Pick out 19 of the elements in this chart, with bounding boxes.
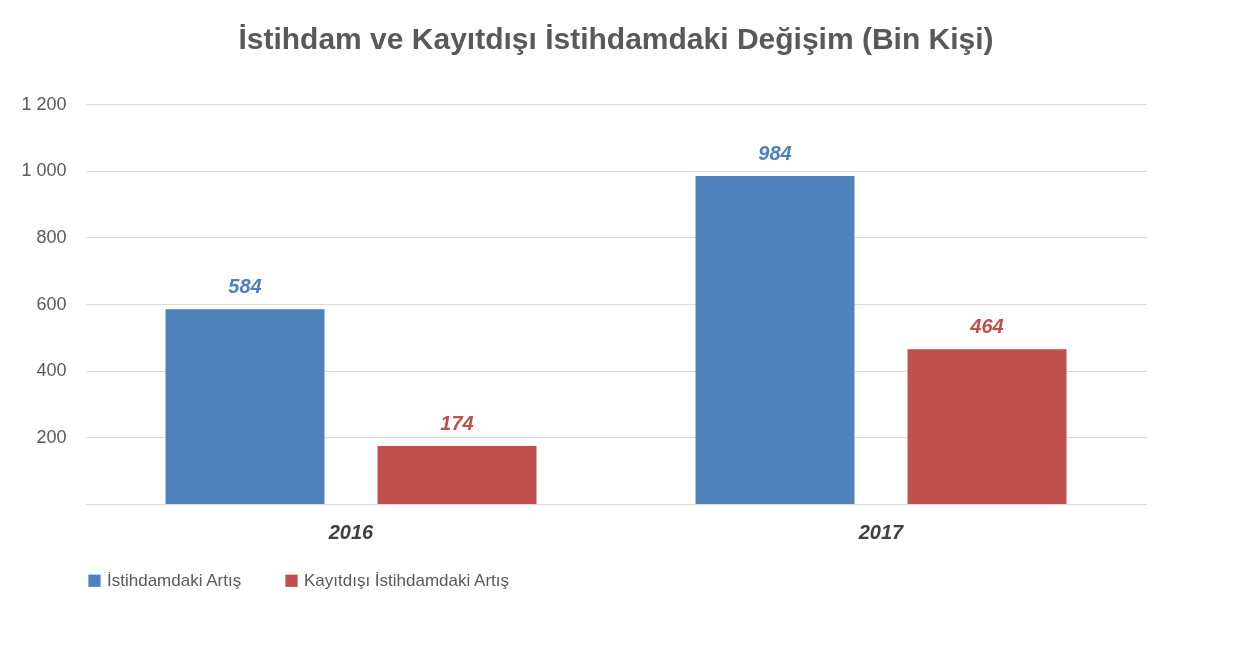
data-label: 174 <box>440 412 474 434</box>
legend-label: İstihdamdaki Artış <box>107 570 242 590</box>
y-tick-label: 1 000 <box>21 160 67 181</box>
bar <box>165 309 325 504</box>
data-label: 464 <box>969 315 1004 338</box>
legend-label: Kayıtdışı İstihdamdaki Artış <box>304 570 510 590</box>
chart-title: İstihdam ve Kayıtdışı İstihdamdaki Değişim (Bin Kişi) <box>238 22 994 55</box>
data-label: 584 <box>228 275 262 298</box>
y-tick-label: 1 200 <box>21 93 67 114</box>
bar <box>377 446 537 504</box>
y-tick-label: 800 <box>36 226 67 247</box>
x-tick-label: 2016 <box>327 520 375 543</box>
y-tick-label: 200 <box>36 426 67 447</box>
x-tick-label: 2017 <box>857 520 905 543</box>
y-tick-label: 600 <box>36 293 67 314</box>
bar <box>695 176 855 504</box>
data-label: 984 <box>758 142 792 164</box>
bar <box>907 349 1067 504</box>
y-tick-label: 400 <box>36 360 67 381</box>
